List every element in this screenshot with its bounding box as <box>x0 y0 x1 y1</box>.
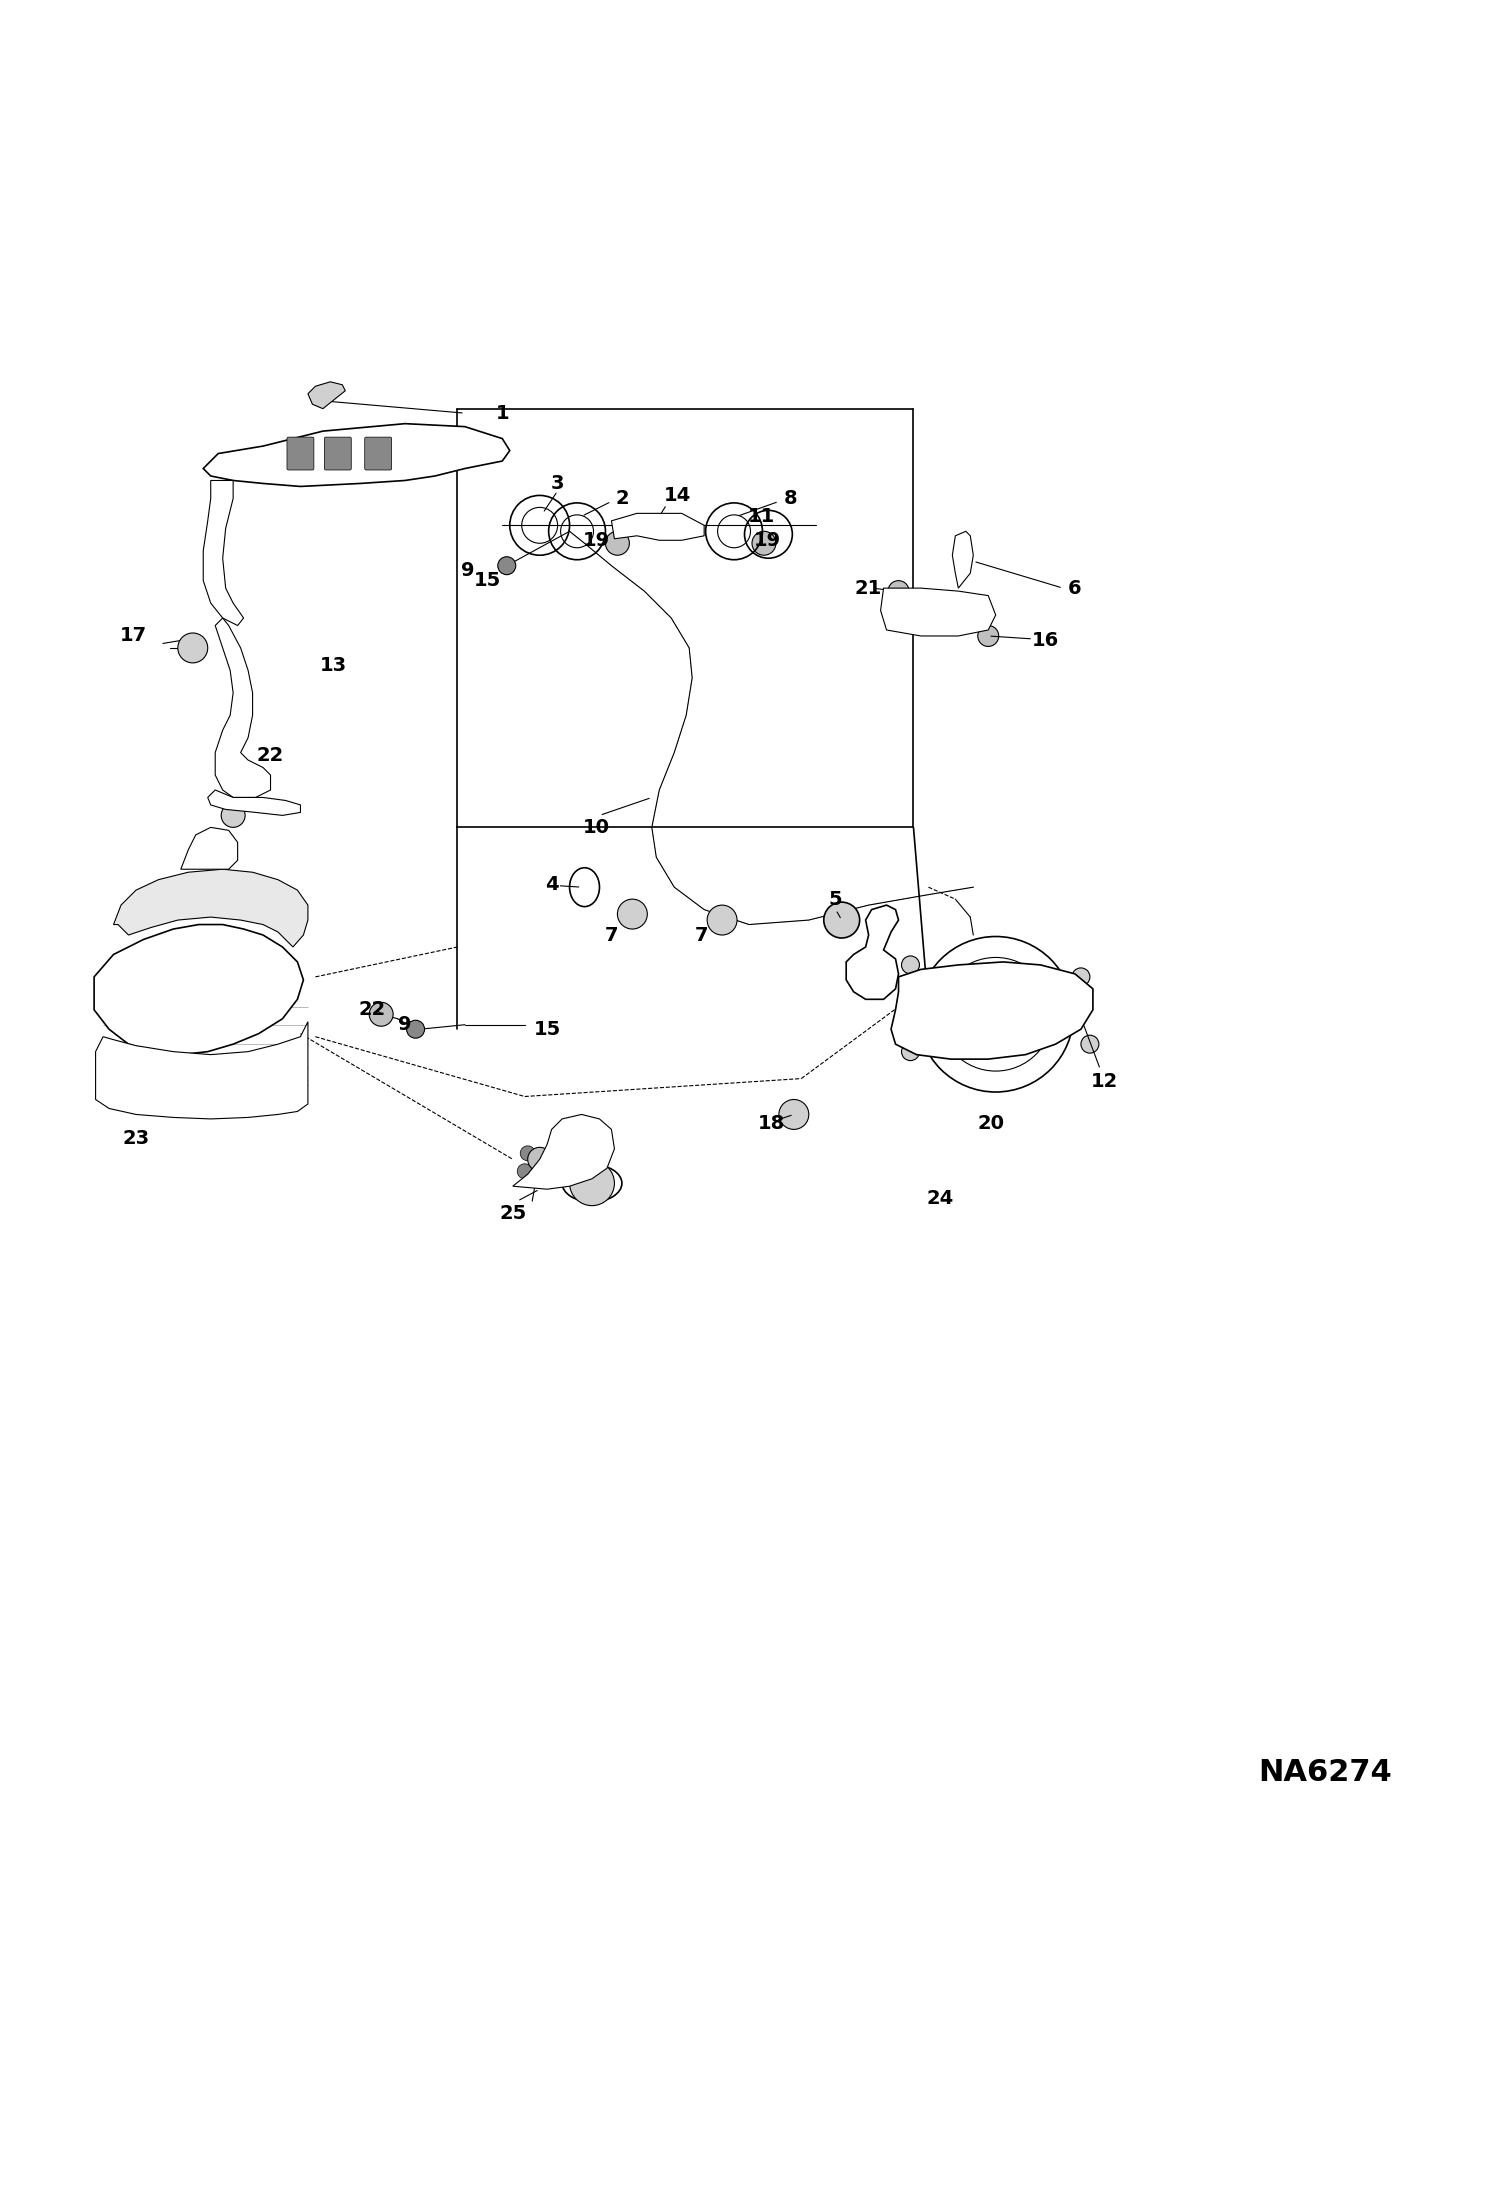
FancyBboxPatch shape <box>325 436 351 469</box>
Text: 17: 17 <box>120 627 147 645</box>
FancyBboxPatch shape <box>288 436 315 469</box>
Polygon shape <box>846 906 899 1000</box>
Polygon shape <box>94 925 304 1055</box>
Circle shape <box>520 1145 535 1160</box>
Circle shape <box>824 901 860 939</box>
Polygon shape <box>611 513 704 539</box>
Polygon shape <box>891 963 1094 1059</box>
Text: 7: 7 <box>605 925 619 945</box>
Circle shape <box>1082 1035 1100 1053</box>
Text: NA6274: NA6274 <box>1258 1759 1392 1787</box>
Text: 7: 7 <box>695 925 709 945</box>
Polygon shape <box>953 531 974 588</box>
Text: 13: 13 <box>319 656 348 675</box>
Circle shape <box>902 1042 920 1061</box>
Text: 20: 20 <box>978 1114 1005 1134</box>
Text: 19: 19 <box>753 531 780 550</box>
Circle shape <box>1073 967 1091 987</box>
Circle shape <box>605 531 629 555</box>
Circle shape <box>707 906 737 934</box>
Polygon shape <box>881 588 996 636</box>
Text: 18: 18 <box>758 1114 785 1134</box>
Text: 14: 14 <box>664 487 691 504</box>
Text: 25: 25 <box>499 1204 526 1224</box>
Polygon shape <box>216 618 271 798</box>
Text: 9: 9 <box>461 561 475 579</box>
Text: 11: 11 <box>748 507 774 526</box>
Circle shape <box>978 625 999 647</box>
Text: 16: 16 <box>1032 632 1059 649</box>
Text: 5: 5 <box>828 890 842 908</box>
Circle shape <box>178 634 208 662</box>
Circle shape <box>406 1020 424 1037</box>
Polygon shape <box>309 382 346 408</box>
Text: 24: 24 <box>927 1189 954 1208</box>
Circle shape <box>497 557 515 575</box>
Text: 22: 22 <box>256 746 285 765</box>
Polygon shape <box>512 1114 614 1189</box>
Polygon shape <box>204 480 244 625</box>
Text: 2: 2 <box>616 489 629 509</box>
Circle shape <box>779 1099 809 1129</box>
Circle shape <box>888 581 909 601</box>
Text: 21: 21 <box>855 579 882 599</box>
Text: 19: 19 <box>583 531 610 550</box>
Text: 8: 8 <box>783 489 797 509</box>
Text: 15: 15 <box>473 570 500 590</box>
Polygon shape <box>208 789 301 816</box>
Circle shape <box>617 899 647 930</box>
Circle shape <box>569 1160 614 1206</box>
Circle shape <box>222 803 246 827</box>
Text: 10: 10 <box>583 818 610 838</box>
Polygon shape <box>114 868 309 947</box>
Polygon shape <box>181 827 238 868</box>
FancyBboxPatch shape <box>364 436 391 469</box>
Text: 4: 4 <box>545 875 559 895</box>
Circle shape <box>527 1147 551 1171</box>
Text: 9: 9 <box>398 1015 412 1035</box>
Polygon shape <box>96 1022 309 1118</box>
Text: 23: 23 <box>123 1129 150 1147</box>
Circle shape <box>752 531 776 555</box>
Text: 15: 15 <box>533 1020 560 1039</box>
Text: 3: 3 <box>551 474 565 493</box>
Circle shape <box>902 956 920 974</box>
Circle shape <box>517 1164 532 1178</box>
Text: 12: 12 <box>1091 1072 1119 1092</box>
Text: 22: 22 <box>358 1000 386 1020</box>
Text: 1: 1 <box>496 404 509 423</box>
Polygon shape <box>204 423 509 487</box>
Circle shape <box>369 1002 392 1026</box>
Text: 6: 6 <box>1068 579 1082 599</box>
